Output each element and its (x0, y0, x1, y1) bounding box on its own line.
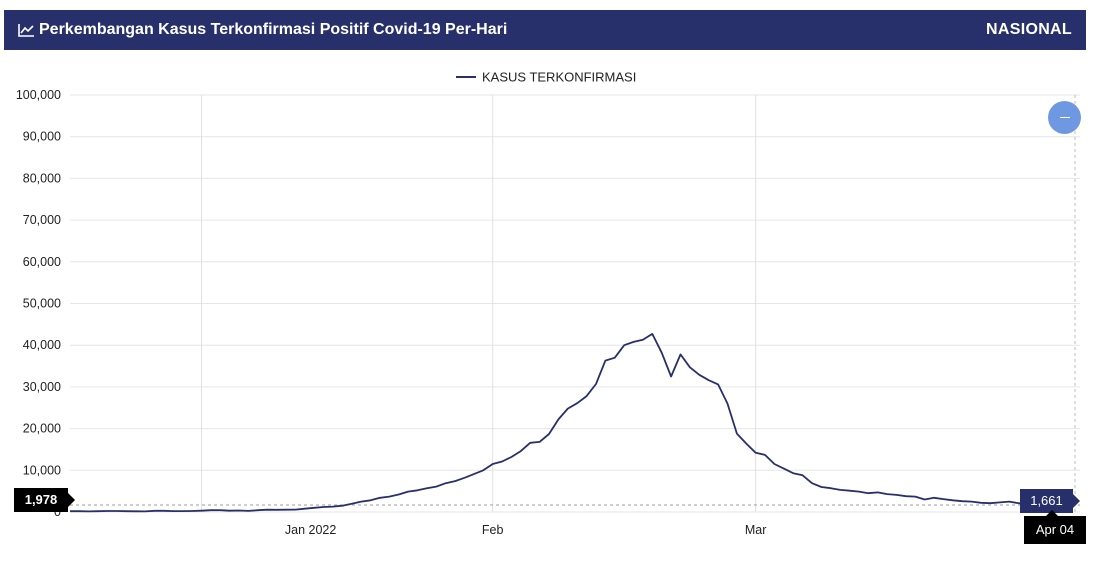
y-tick-label: 70,000 (23, 213, 61, 227)
y-tick-label: 20,000 (23, 422, 61, 436)
x-tick-label: Jan 2022 (285, 523, 336, 537)
legend-label: KASUS TERKONFIRMASI (482, 70, 636, 85)
y-tick-label: 10,000 (23, 463, 61, 477)
minus-icon (1059, 116, 1070, 119)
chart-header: Perkembangan Kasus Terkonfirmasi Positif… (4, 10, 1086, 50)
scope-label[interactable]: NASIONAL (986, 21, 1072, 38)
crosshair-value-badge: 1,661 (1020, 489, 1080, 513)
y-tick-label: 30,000 (23, 380, 61, 394)
y-tick-label: 90,000 (23, 130, 61, 144)
zoom-out-button[interactable] (1048, 101, 1081, 134)
x-tick-label: Feb (482, 523, 504, 537)
chart-title: Perkembangan Kasus Terkonfirmasi Positif… (18, 10, 507, 50)
y-tick-label: 40,000 (23, 338, 61, 352)
series-line-kasus-terkonfirmasi (70, 332, 1075, 513)
y-tick-label: 0 (54, 505, 61, 519)
y-tick-label: 100,000 (16, 88, 61, 102)
y-tick-label: 60,000 (23, 255, 61, 269)
crosshair-date-badge: Apr 04 (1024, 510, 1086, 544)
line-chart-icon (18, 24, 34, 37)
y-tick-label: 50,000 (23, 297, 61, 311)
crosshair-y-badge: 1,978 (14, 488, 75, 512)
x-tick-label: Mar (745, 523, 767, 537)
chart-title-text: Perkembangan Kasus Terkonfirmasi Positif… (39, 21, 508, 38)
y-tick-label: 80,000 (23, 171, 61, 185)
